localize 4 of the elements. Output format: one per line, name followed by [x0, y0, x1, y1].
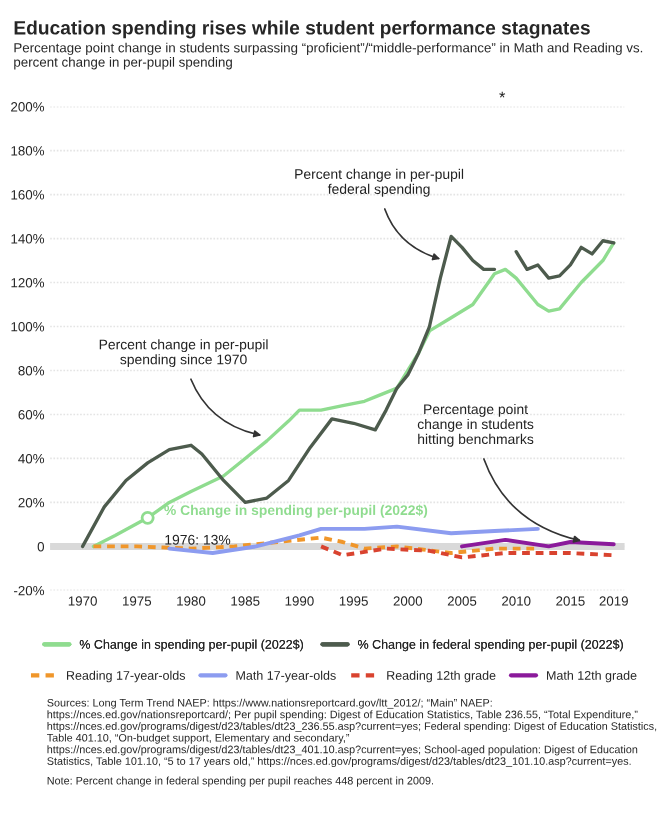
line-series [91, 535, 540, 555]
chart-title: Education spending rises while student performance stagnates [14, 20, 590, 39]
line-series [167, 524, 540, 555]
text: * [499, 91, 506, 98]
